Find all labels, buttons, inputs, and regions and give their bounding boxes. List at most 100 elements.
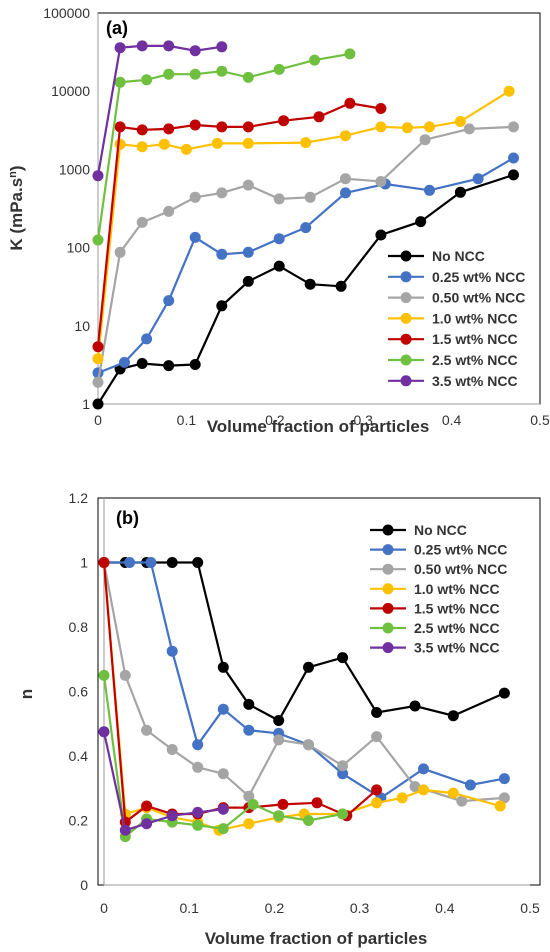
panel-b-data-point [396,792,408,804]
panel-a-data-point [304,191,316,203]
panel-a-data-point [454,116,466,127]
panel-b-legend-item-2-5-wt-ncc: 2.5 wt% NCC [370,620,500,636]
panel-b-data-point [311,797,323,809]
panel-a-label: (a) [106,18,128,38]
panel-b-data-point [371,797,383,809]
legend-swatch-marker [382,544,394,556]
panel-a-data-point [375,103,387,114]
chart-panel-b: 0 0.2 0.4 0.6 0.8 1 1.2 0 0.1 0.2 0.3 0.4 0.5 (b) V… [17,490,541,948]
panel-b-data-point [498,792,510,804]
panel-a-data-point [189,231,201,243]
panel-a-series-3-5-wt-ncc [92,40,228,182]
legend-swatch-marker [400,250,412,262]
panel-b-data-point [243,790,255,802]
panel-b-x-tick-0-3: 0.3 [350,900,370,916]
panel-b-series-line-0-50-wt-ncc [102,562,505,803]
panel-a-data-point [242,275,254,287]
panel-a-data-point [163,205,175,217]
panel-b-data-point [166,810,178,822]
panel-b-data-point [247,798,259,810]
legend-label: 0.50 wt% NCC [432,290,525,306]
panel-b-x-tick-0-1: 0.1 [179,900,199,916]
panel-b-series-3-5-wt-ncc [98,726,229,836]
panel-a-data-point [189,45,201,57]
panel-a-data-point [189,191,201,203]
panel-b-data-point [166,645,178,657]
panel-b-data-point [192,819,204,831]
panel-a-data-point [163,360,175,372]
panel-b-data-point [277,798,289,810]
panel-b-data-point [273,810,285,822]
panel-a-series-1-5-wt-ncc [92,97,387,353]
panel-a-data-point [92,353,104,365]
panel-b-data-point [337,768,349,780]
panel-a-data-point [242,179,254,191]
panel-a-data-point [141,333,153,345]
panel-a-legend: No NCC 0.25 wt% NCC 0.50 wt% NCC 1.0 wt% NC… [388,248,525,389]
panel-b-x-tick-0-2: 0.2 [265,900,285,916]
panel-b-y-tick-0-4: 0.4 [69,748,89,764]
panel-a-data-point [375,176,387,187]
panel-a-data-point [424,184,435,196]
panel-b-legend: No NCC 0.25 wt% NCC 0.50 wt% NCC 1.0 wt% NC… [370,522,507,656]
legend-label: 0.25 wt% NCC [432,269,525,285]
panel-b-data-point [243,698,255,710]
legend-swatch-marker [382,642,394,654]
panel-b-data-point [192,806,204,818]
legend-label: 3.5 wt% NCC [414,640,500,656]
panel-a-y-axis-title-main: K (mPa.s [7,178,26,251]
panel-b-data-point [141,724,153,736]
legend-label: No NCC [414,522,467,538]
panel-a-data-point [92,170,104,182]
panel-a-series-0-50-wt-ncc [92,121,519,388]
panel-a-data-point [216,248,228,260]
panel-a-legend-item-2-5-wt-ncc: 2.5 wt% NCC [388,352,518,368]
panel-a-data-point [242,137,254,149]
panel-b-data-point [141,818,153,830]
panel-a-data-point [300,222,312,234]
panel-b-x-tick-0-4: 0.4 [435,900,455,916]
panel-b-data-point [119,669,131,681]
panel-b-data-point [243,818,255,830]
legend-swatch-marker [382,602,394,614]
panel-b-data-point [217,768,229,780]
panel-a-data-point [454,186,466,198]
panel-a-y-tick-1000: 1000 [59,161,90,177]
panel-b-data-point [273,734,285,746]
panel-b-y-tick-0: 0 [80,877,88,893]
panel-b-data-point [464,779,476,791]
panel-a-legend-item-3-5-wt-ncc: 3.5 wt% NCC [388,373,518,389]
legend-label: 2.5 wt% NCC [414,620,500,636]
panel-a-x-tick-0-1: 0.1 [177,412,197,428]
panel-a-data-point [180,143,192,155]
panel-b-x-tick-0: 0 [100,900,108,916]
panel-a-data-point [508,169,519,181]
panel-b-data-point [337,808,349,820]
panel-a-x-tick-0-3: 0.3 [353,412,373,428]
panel-a-data-point [273,260,285,272]
panel-a-data-point [401,122,413,134]
panel-a-data-point [340,130,351,142]
panel-b-y-axis-title: n [17,689,36,699]
legend-label: No NCC [432,248,485,264]
legend-label: 3.5 wt% NCC [432,373,518,389]
panel-b-data-point [273,715,285,726]
panel-a-data-point [216,41,228,53]
panel-a-data-point [340,187,351,199]
panel-a-data-point [114,42,126,54]
panel-b-data-point [166,557,178,568]
panel-b-series-0-25-wt-ncc [98,557,510,804]
panel-a-data-point [344,97,356,109]
panel-a-series-line-2-5-wt-ncc [96,52,351,241]
panel-a-series-2-5-wt-ncc [92,48,356,246]
panel-a-legend-item-1-5-wt-ncc: 1.5 wt% NCC [388,331,518,347]
panel-b-data-point [409,781,421,793]
panel-a-data-point [472,173,484,185]
panel-a-data-point [136,124,148,136]
panel-b-data-point [217,823,229,835]
panel-a-legend-item-no-ncc: No NCC [388,248,485,264]
legend-swatch-marker [382,524,394,536]
panel-a-y-tick-labels: 1 10 100 1000 10000 100000 [43,5,90,412]
legend-swatch-marker [400,375,412,387]
panel-a-data-point [119,356,130,368]
